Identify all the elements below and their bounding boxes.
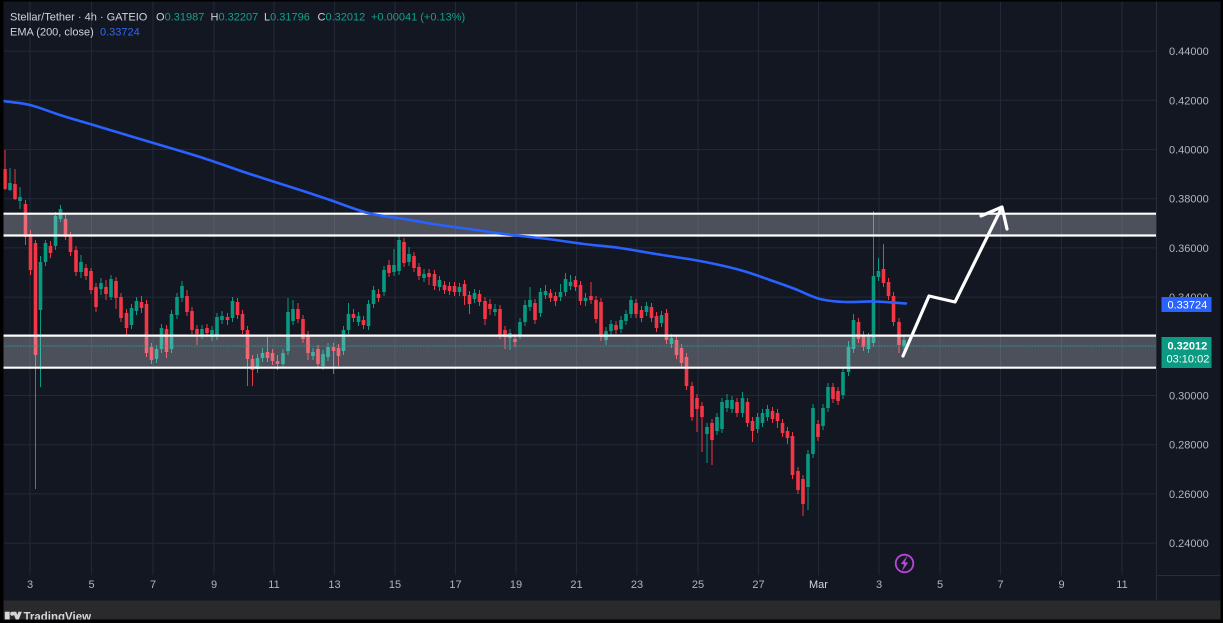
svg-text:25: 25 (692, 579, 704, 591)
svg-text:5: 5 (937, 579, 943, 591)
svg-text:L0.31796: L0.31796 (264, 12, 310, 24)
svg-text:11: 11 (268, 579, 279, 591)
svg-text:0.38000: 0.38000 (1169, 194, 1209, 206)
svg-text:TradingView: TradingView (24, 612, 92, 623)
svg-text:O0.31987: O0.31987 (156, 12, 204, 24)
svg-text:0.24000: 0.24000 (1169, 538, 1209, 550)
svg-text:EMA (200, close): EMA (200, close) (10, 27, 94, 39)
svg-text:03:10:02: 03:10:02 (1167, 354, 1210, 366)
svg-text:27: 27 (752, 579, 764, 591)
svg-text:13: 13 (328, 579, 340, 591)
svg-text:0.33724: 0.33724 (1168, 300, 1208, 312)
svg-text:15: 15 (389, 579, 401, 591)
svg-text:H0.32207: H0.32207 (211, 12, 259, 24)
svg-text:+0.00041 (+0.13%): +0.00041 (+0.13%) (371, 12, 465, 24)
svg-text:0.26000: 0.26000 (1169, 489, 1209, 501)
svg-text:0.33724: 0.33724 (100, 27, 140, 39)
svg-text:0.30000: 0.30000 (1169, 391, 1209, 403)
svg-text:9: 9 (211, 579, 217, 591)
svg-text:0.42000: 0.42000 (1169, 95, 1209, 107)
svg-text:0.44000: 0.44000 (1169, 46, 1209, 58)
svg-text:7: 7 (997, 579, 1003, 591)
svg-text:3: 3 (27, 579, 33, 591)
svg-text:9: 9 (1058, 579, 1064, 591)
svg-text:7: 7 (150, 579, 156, 591)
svg-text:21: 21 (570, 579, 582, 591)
svg-text:Mar: Mar (809, 579, 828, 591)
svg-text:17: 17 (449, 579, 461, 591)
svg-text:0.28000: 0.28000 (1169, 440, 1209, 452)
svg-text:23: 23 (631, 579, 643, 591)
svg-text:5: 5 (88, 579, 94, 591)
svg-text:C0.32012: C0.32012 (318, 12, 366, 24)
svg-text:0.32012: 0.32012 (1168, 341, 1208, 353)
svg-text:19: 19 (510, 579, 522, 591)
svg-text:0.40000: 0.40000 (1169, 145, 1209, 157)
svg-text:3: 3 (876, 579, 882, 591)
svg-text:0.36000: 0.36000 (1169, 243, 1209, 255)
svg-text:Stellar/Tether · 4h · GATEIO: Stellar/Tether · 4h · GATEIO (10, 12, 148, 24)
svg-text:11: 11 (1116, 579, 1127, 591)
